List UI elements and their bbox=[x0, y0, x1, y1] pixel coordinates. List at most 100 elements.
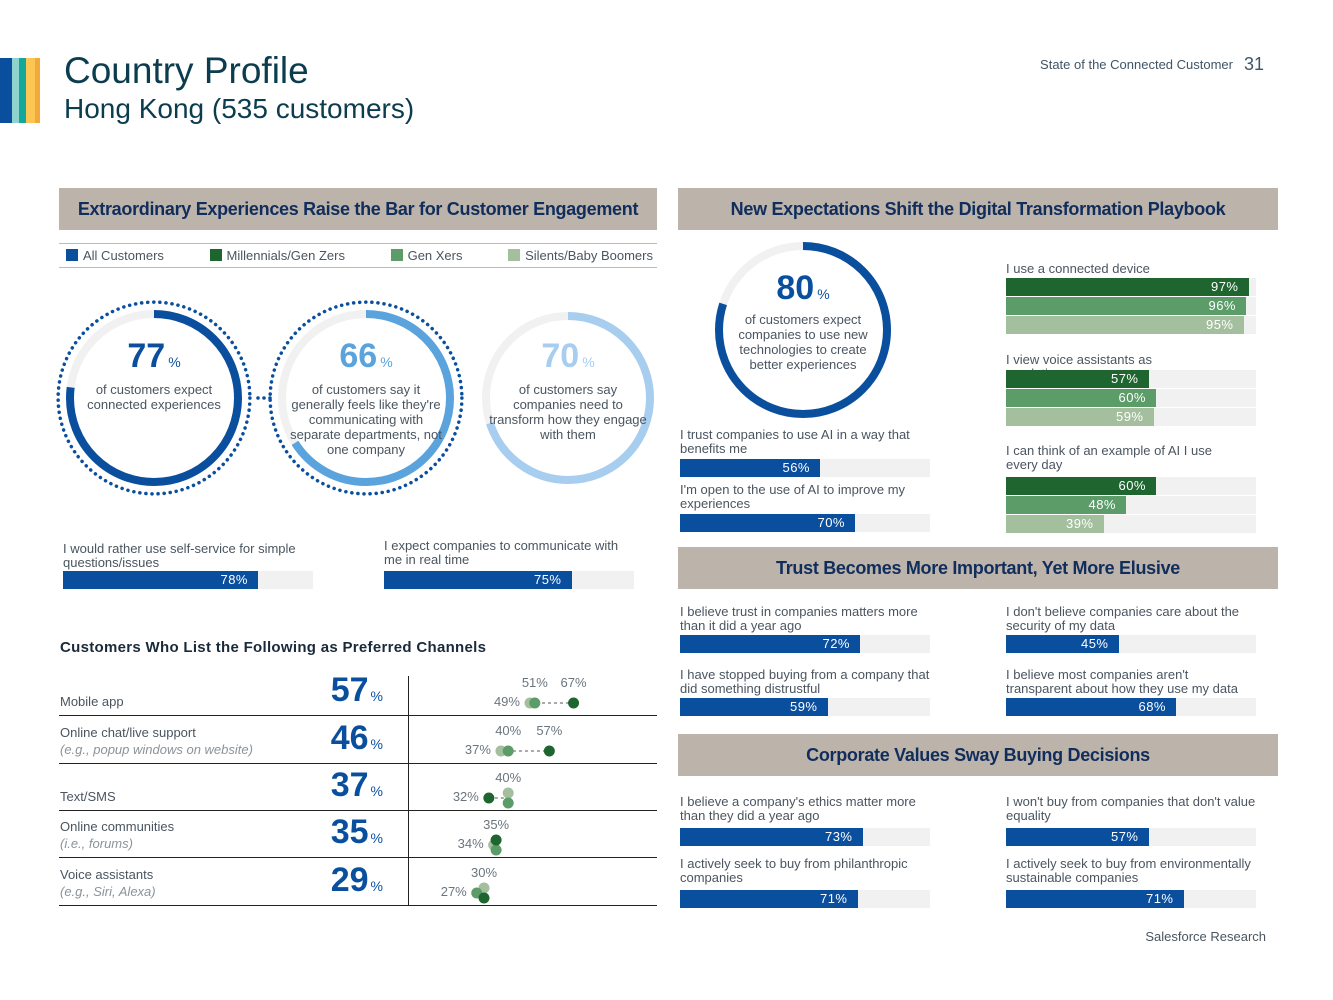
bar-fill: 73% bbox=[680, 828, 863, 846]
channel-row: Text/SMS 37% 32% 40% bbox=[59, 764, 657, 811]
bar-label: I expect companies to communicate with m… bbox=[384, 538, 619, 567]
dot-label: 27% bbox=[440, 884, 467, 899]
value-number: 29 bbox=[330, 861, 369, 899]
footer: Salesforce Research bbox=[1145, 929, 1266, 944]
channel-name: Voice assistants bbox=[60, 867, 154, 882]
channel-value: 29% bbox=[331, 861, 383, 905]
channels-title: Customers Who List the Following as Pref… bbox=[60, 639, 487, 656]
channel-note: (i.e., forums) bbox=[60, 836, 133, 851]
section-header-trust: Trust Becomes More Important, Yet More E… bbox=[678, 547, 1278, 589]
dot-genx bbox=[529, 697, 541, 709]
channel-label: Text/SMS bbox=[60, 788, 116, 805]
bar-fill: 78% bbox=[63, 571, 258, 589]
dot-boomers bbox=[502, 787, 514, 799]
legend-swatch bbox=[508, 249, 521, 261]
percent-sign: % bbox=[817, 286, 830, 302]
ring-77-arc bbox=[66, 310, 242, 486]
ring-70-arc bbox=[482, 312, 654, 484]
dot-label: 30% bbox=[471, 865, 498, 880]
bar-track: 96% bbox=[1006, 297, 1256, 315]
dot-plot bbox=[495, 745, 555, 757]
legend-label: Silents/Baby Boomers bbox=[525, 248, 653, 263]
percent-sign: % bbox=[370, 830, 383, 846]
bar-fill: 68% bbox=[1006, 698, 1176, 716]
legend-swatch bbox=[209, 249, 222, 261]
channel-label: Voice assistants (e.g., Siri, Alexa) bbox=[60, 866, 156, 900]
ring-caption: of customers say it generally feels like… bbox=[290, 382, 442, 457]
bar-track: 72% bbox=[680, 635, 930, 653]
channel-value: 35% bbox=[331, 813, 383, 857]
channel-row: Online communities (i.e., forums) 35% 34% 35… bbox=[59, 811, 657, 858]
ring-value: 77 bbox=[127, 337, 166, 375]
legend-item: Silents/Baby Boomers bbox=[508, 248, 653, 263]
bar-track: 57% bbox=[1006, 828, 1256, 846]
bar-fill: 71% bbox=[680, 890, 858, 908]
bar-track: 45% bbox=[1006, 635, 1256, 653]
ring-caption: of customers expect companies to use new… bbox=[738, 312, 868, 372]
bar-fill: 71% bbox=[1006, 890, 1184, 908]
bar-label: I don't believe companies care about the… bbox=[1006, 604, 1240, 633]
ring-caption: of customers say companies need to trans… bbox=[489, 382, 647, 442]
running-header: State of the Connected Customer bbox=[1040, 57, 1233, 72]
ring-80-arc bbox=[715, 242, 891, 418]
dot-plot bbox=[471, 882, 490, 904]
channel-row: Mobile app 57% 49% 51% 67% bbox=[59, 671, 657, 716]
page-number: 31 bbox=[1244, 54, 1265, 74]
legend-swatch bbox=[66, 249, 78, 261]
dot-genx bbox=[502, 745, 514, 757]
value-number: 57 bbox=[330, 671, 369, 709]
percent-sign: % bbox=[370, 878, 383, 894]
bar-fill: 75% bbox=[384, 571, 572, 589]
legend-item: Gen Xers bbox=[390, 248, 463, 263]
ring-77-dotted-outline bbox=[56, 300, 252, 496]
bar-fill: 45% bbox=[1006, 635, 1119, 653]
connector-dot bbox=[268, 396, 272, 400]
bar-label: I would rather use self-service for simp… bbox=[63, 541, 296, 570]
bar-label: I trust companies to use AI in a way tha… bbox=[680, 427, 910, 456]
legend-item: All Customers bbox=[66, 248, 164, 263]
channel-value: 57% bbox=[331, 671, 383, 715]
bar-label: I believe trust in companies matters mor… bbox=[680, 604, 918, 633]
ring-80 bbox=[715, 242, 891, 418]
connector-dot bbox=[256, 396, 260, 400]
connector-dot bbox=[262, 396, 266, 400]
bar-fill: 56% bbox=[680, 459, 820, 477]
value-number: 37 bbox=[330, 766, 369, 804]
bar-track: 71% bbox=[1006, 890, 1256, 908]
bar-fill: 57% bbox=[1006, 828, 1149, 846]
bar-track: 97% bbox=[1006, 278, 1256, 296]
bar-track: 59% bbox=[680, 698, 930, 716]
legend-item: Millennials/Gen Zers bbox=[209, 248, 345, 263]
bar-fill: 59% bbox=[680, 698, 828, 716]
dot-label: 40% bbox=[495, 723, 522, 738]
percent-sign: % bbox=[370, 783, 383, 799]
percent-sign: % bbox=[370, 688, 383, 704]
dot-label: 49% bbox=[493, 694, 520, 709]
dot-label: 37% bbox=[464, 742, 491, 757]
dot-millennials bbox=[478, 892, 490, 904]
bar-label: I actively seek to buy from philanthropi… bbox=[680, 856, 908, 885]
bar-fill: 48% bbox=[1006, 496, 1126, 514]
percent-sign: % bbox=[168, 354, 181, 370]
dot-genx bbox=[502, 797, 514, 809]
bar-label: I have stopped buying from a company tha… bbox=[680, 667, 930, 696]
channel-label: Online communities (i.e., forums) bbox=[60, 818, 174, 852]
page-title: Country Profile bbox=[64, 50, 309, 91]
bar-track: 73% bbox=[680, 828, 930, 846]
section-header-engagement: Extraordinary Experiences Raise the Bar … bbox=[59, 188, 657, 230]
ring-caption: of customers expect connected experience… bbox=[87, 382, 221, 412]
bar-track: 48% bbox=[1006, 496, 1256, 514]
dot-millennials bbox=[543, 745, 555, 757]
bar-label: I won't buy from companies that don't va… bbox=[1006, 794, 1256, 823]
bar-track: 60% bbox=[1006, 389, 1256, 407]
page-subtitle: Hong Kong (535 customers) bbox=[64, 93, 415, 124]
bar-track: 39% bbox=[1006, 515, 1256, 533]
dot-plot bbox=[483, 787, 514, 809]
channel-value: 46% bbox=[331, 719, 383, 763]
bar-label: I actively seek to buy from environmenta… bbox=[1006, 856, 1251, 885]
dot-label: 32% bbox=[452, 789, 479, 804]
dot-label: 40% bbox=[495, 770, 522, 785]
bar-track: 56% bbox=[680, 459, 930, 477]
bar-fill: 70% bbox=[680, 514, 855, 532]
bar-track: 71% bbox=[680, 890, 930, 908]
